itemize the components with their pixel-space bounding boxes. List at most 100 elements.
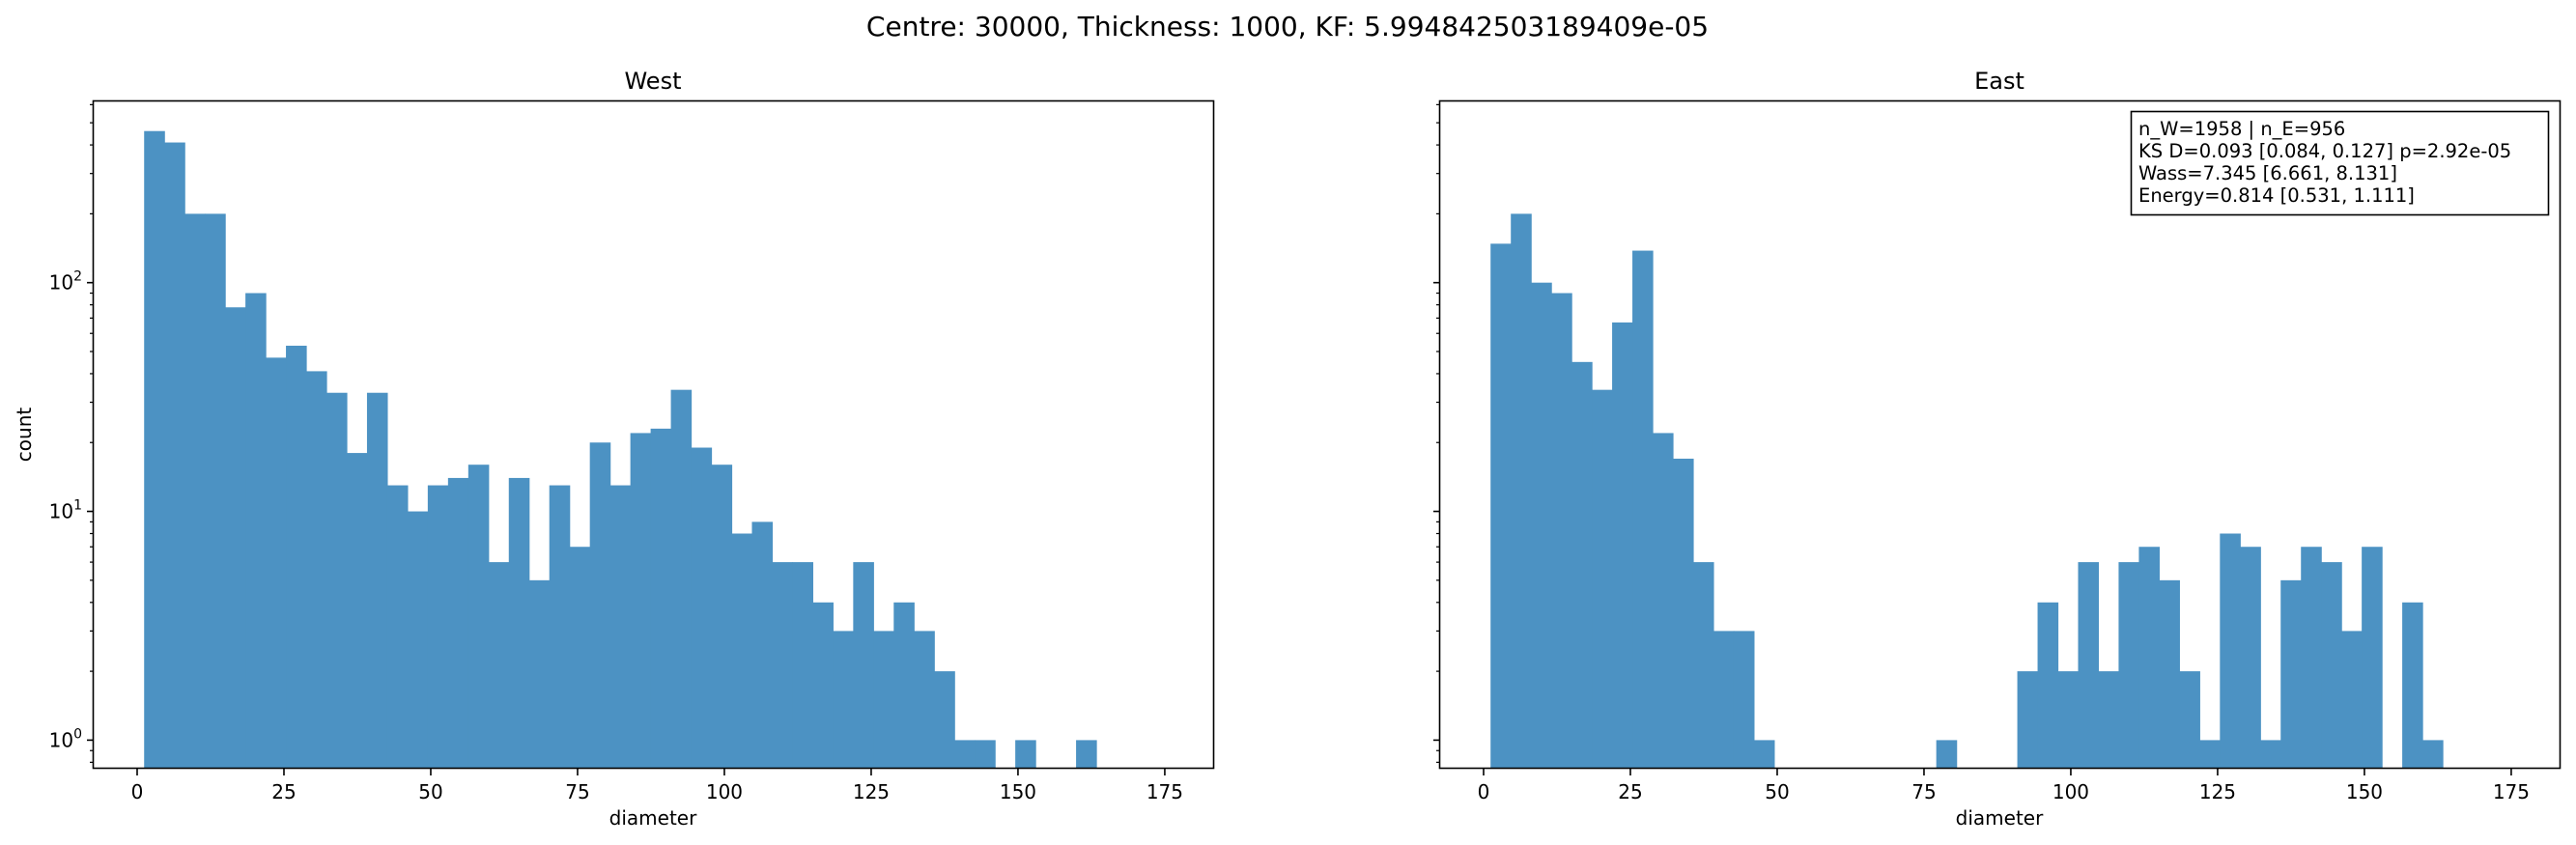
west-bar (1015, 740, 1036, 769)
west-bar (164, 142, 185, 770)
west-bar (144, 130, 165, 769)
west-bar (306, 371, 327, 769)
east-bar (2179, 671, 2200, 769)
west-bar (609, 485, 632, 769)
west-y-tick-label: 100 (49, 726, 82, 751)
east-bar (1531, 282, 1552, 769)
west-bar (812, 602, 834, 769)
east-bar (1612, 322, 1633, 769)
west-x-tick-label: 100 (706, 780, 743, 803)
west-bar (853, 562, 874, 769)
east-bar (2220, 533, 2241, 769)
west-bar (386, 485, 409, 769)
east-bar (2260, 740, 2281, 769)
east-bar (1673, 458, 1694, 769)
west-y-axis-label: count (13, 408, 36, 463)
east-x-tick-label: 100 (2052, 780, 2089, 803)
east-panel-title: East (1974, 68, 2024, 95)
west-panel: West 0 25 50 75 100 125 150 175 100 101 102 diame… (13, 68, 1215, 830)
east-bar (2199, 740, 2221, 769)
east-bar (1632, 250, 1654, 769)
west-bar (711, 465, 733, 769)
west-bar (488, 562, 510, 769)
east-bar (2280, 579, 2302, 769)
west-bar (589, 442, 611, 769)
east-bar (2321, 562, 2342, 769)
east-bar (1592, 389, 1613, 769)
stats-line-wasserstein: Wass=7.345 [6.661, 8.131] (2138, 162, 2397, 184)
east-x-tick-label: 0 (1478, 780, 1490, 803)
east-bar (1936, 740, 1958, 769)
west-bar (286, 345, 307, 769)
west-x-tick-label: 75 (565, 780, 589, 803)
figure-suptitle: Centre: 30000, Thickness: 1000, KF: 5.99… (866, 11, 1709, 42)
east-bar (2098, 671, 2120, 769)
east-bar (2017, 671, 2039, 769)
east-panel: East 0 25 50 75 100 125 150 175 diameter n_W=19… (1433, 68, 2562, 830)
west-bar (245, 293, 267, 769)
west-bar (670, 389, 693, 769)
east-bar (1490, 243, 1512, 770)
east-bar (2422, 740, 2444, 769)
west-bar (975, 740, 996, 769)
west-bar (731, 533, 753, 769)
stats-line-ks: KS D=0.093 [0.084, 0.127] p=2.92e-05 (2138, 140, 2511, 162)
west-bar (467, 465, 490, 769)
west-y-tick-label: 102 (49, 269, 82, 295)
east-bar (2078, 562, 2100, 769)
stats-box-frame (2130, 110, 2550, 216)
west-bar (650, 428, 672, 769)
west-bar (205, 213, 226, 769)
east-bar (2159, 579, 2180, 769)
east-bar (2402, 602, 2423, 769)
west-bar (266, 357, 287, 769)
west-bar (772, 562, 794, 769)
west-bar (873, 631, 894, 769)
west-y-axis: 100 101 102 (49, 103, 94, 763)
west-x-axis: 0 25 50 75 100 125 150 175 (131, 769, 1183, 803)
west-bar (914, 631, 935, 769)
east-plot-frame (1438, 99, 2562, 770)
west-bar (407, 511, 429, 769)
east-bar (2240, 547, 2261, 769)
west-bar (833, 631, 854, 769)
west-bar (528, 579, 551, 769)
east-bar (1571, 361, 1593, 769)
west-x-tick-label: 25 (271, 780, 296, 803)
east-bar (2037, 602, 2059, 769)
stats-box: n_W=1958 | n_E=956 KS D=0.093 [0.084, 0.… (2130, 110, 2550, 216)
east-bar (2341, 631, 2363, 769)
west-bar (934, 671, 955, 769)
west-x-tick-label: 0 (131, 780, 144, 803)
stats-line-counts: n_W=1958 | n_E=956 (2138, 118, 2345, 140)
stats-line-energy: Energy=0.814 [0.531, 1.111] (2138, 184, 2415, 207)
east-bar (1511, 213, 1532, 769)
west-bar (954, 740, 976, 769)
east-x-tick-label: 175 (2493, 780, 2530, 803)
west-bar (508, 477, 530, 769)
east-bar (2118, 562, 2140, 769)
east-bar (2138, 547, 2160, 769)
west-x-tick-label: 125 (853, 780, 890, 803)
east-x-tick-label: 25 (1618, 780, 1642, 803)
east-bar (2057, 671, 2080, 769)
west-bar (691, 447, 713, 769)
west-bar (549, 485, 571, 769)
east-x-tick-label: 150 (2346, 780, 2383, 803)
west-bar (346, 453, 368, 769)
east-x-tick-label: 75 (1911, 780, 1936, 803)
east-x-tick-label: 50 (1765, 780, 1789, 803)
west-bars (144, 130, 1097, 770)
east-bar (2301, 547, 2322, 769)
west-bar (225, 307, 246, 769)
west-bar (366, 392, 388, 769)
west-bar (447, 477, 469, 769)
east-x-axis: 0 25 50 75 100 125 150 175 (1478, 769, 2530, 803)
west-y-tick-label: 101 (49, 498, 82, 523)
west-x-tick-label: 50 (418, 780, 442, 803)
east-bar (1753, 740, 1775, 769)
west-bar (893, 602, 915, 769)
west-bar (326, 392, 348, 769)
east-x-axis-label: diameter (1956, 806, 2044, 830)
